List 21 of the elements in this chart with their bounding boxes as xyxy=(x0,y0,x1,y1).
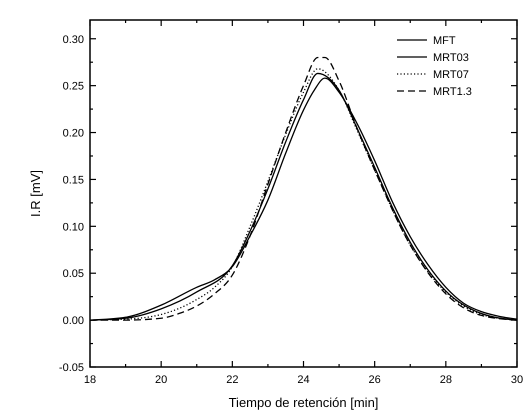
x-tick-label: 18 xyxy=(84,374,96,386)
y-tick-label: 0.20 xyxy=(62,128,84,140)
x-tick-label: 22 xyxy=(226,374,238,386)
y-tick-label: -0.05 xyxy=(58,362,84,374)
y-axis-title: I.R [mV] xyxy=(28,170,43,217)
x-tick-label: 20 xyxy=(155,374,168,386)
legend-label: MRT07 xyxy=(433,69,469,81)
x-tick-label: 28 xyxy=(440,374,452,386)
y-tick-label: 0.15 xyxy=(62,174,84,186)
x-tick-label: 24 xyxy=(297,374,310,386)
legend-label: MFT xyxy=(433,35,456,47)
legend-label: MRT1.3 xyxy=(433,86,472,98)
x-tick-label: 26 xyxy=(368,374,381,386)
x-axis-title: Tiempo de retención [min] xyxy=(228,395,378,410)
y-tick-label: 0.05 xyxy=(62,268,84,280)
y-tick-label: 0.10 xyxy=(62,221,84,234)
legend-label: MRT03 xyxy=(433,52,469,64)
y-tick-label: 0.25 xyxy=(62,80,84,93)
y-tick-label: 0.30 xyxy=(62,34,84,46)
x-tick-label: 30 xyxy=(510,374,524,386)
y-tick-label: 0.00 xyxy=(62,315,84,328)
